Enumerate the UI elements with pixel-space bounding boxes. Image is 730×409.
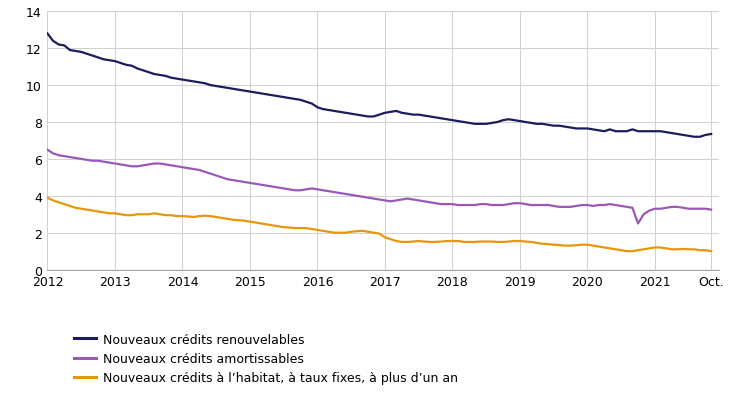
Legend: Nouveaux crédits renouvelables, Nouveaux crédits amortissables, Nouveaux crédits: Nouveaux crédits renouvelables, Nouveaux… — [74, 333, 458, 384]
